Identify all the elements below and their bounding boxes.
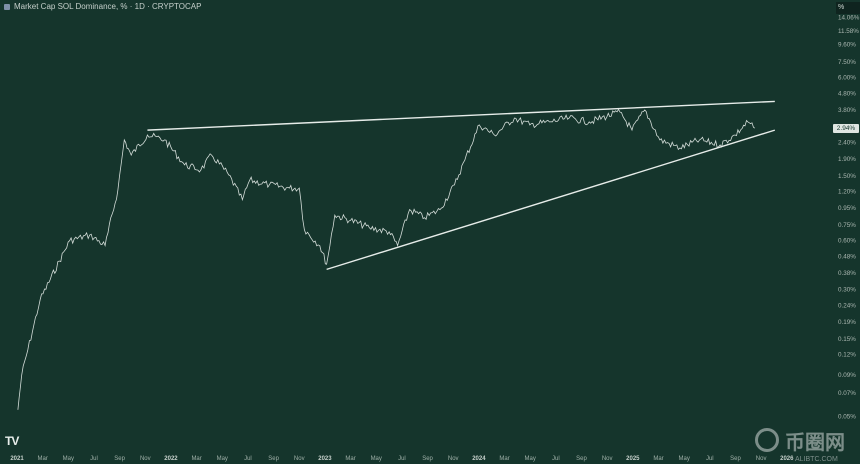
x-tick-label: May xyxy=(63,456,74,462)
axis-unit-button[interactable]: % xyxy=(836,2,860,14)
y-tick-label: 1.50% xyxy=(838,173,856,180)
x-tick-label: Mar xyxy=(653,456,663,462)
x-tick-label: Mar xyxy=(191,456,201,462)
current-value-label: 2.94% xyxy=(833,124,859,133)
watermark-url: ALIBTC.COM xyxy=(795,456,838,463)
price-series-line xyxy=(17,108,755,410)
x-tick-label: Nov xyxy=(448,456,459,462)
y-tick-label: 0.05% xyxy=(838,414,856,421)
x-tick-label: Sep xyxy=(576,456,587,462)
x-tick-label: Mar xyxy=(499,456,509,462)
y-tick-label: 11.58% xyxy=(838,28,859,35)
x-tick-label: Nov xyxy=(602,456,613,462)
x-tick-label: Jul xyxy=(90,456,98,462)
y-tick-label: 3.80% xyxy=(838,107,856,114)
y-tick-label: 0.12% xyxy=(838,352,856,359)
x-tick-label: Jul xyxy=(398,456,406,462)
y-tick-label: 0.09% xyxy=(838,372,856,379)
x-tick-label: Nov xyxy=(756,456,767,462)
x-tick-label: 2026 xyxy=(780,456,794,462)
y-tick-label: 0.19% xyxy=(838,319,856,326)
x-tick-label: May xyxy=(371,456,382,462)
y-tick-label: 0.75% xyxy=(838,222,856,229)
y-tick-label: 0.07% xyxy=(838,390,856,397)
y-tick-label: 0.15% xyxy=(838,336,856,343)
lower-trendline xyxy=(326,129,776,271)
y-tick-label: 0.24% xyxy=(838,303,856,310)
upper-trendline xyxy=(147,100,775,131)
watermark-logo-icon xyxy=(755,428,779,452)
x-tick-label: Sep xyxy=(730,456,741,462)
x-tick-label: Sep xyxy=(422,456,433,462)
y-tick-label: 4.80% xyxy=(838,90,856,97)
x-tick-label: 2023 xyxy=(318,456,332,462)
x-tick-label: Nov xyxy=(294,456,305,462)
chart-title-text: Market Cap SOL Dominance, % · 1D · CRYPT… xyxy=(14,2,202,11)
y-tick-label: 0.38% xyxy=(838,270,856,277)
x-tick-label: Jul xyxy=(706,456,714,462)
y-tick-label: 1.90% xyxy=(838,156,856,163)
x-tick-label: 2024 xyxy=(472,456,486,462)
x-tick-label: May xyxy=(217,456,228,462)
y-tick-label: 1.20% xyxy=(838,189,856,196)
x-tick-label: Nov xyxy=(140,456,151,462)
x-tick-label: May xyxy=(678,456,689,462)
x-tick-label: May xyxy=(525,456,536,462)
x-tick-label: Mar xyxy=(345,456,355,462)
y-tick-label: 0.95% xyxy=(838,205,856,212)
chart-title: Market Cap SOL Dominance, % · 1D · CRYPT… xyxy=(4,2,201,11)
y-tick-label: 0.48% xyxy=(838,253,856,260)
watermark-text: 币圈网 xyxy=(785,432,845,454)
x-tick-label: Sep xyxy=(268,456,279,462)
y-tick-label: 0.60% xyxy=(838,238,856,245)
x-tick-label: Mar xyxy=(37,456,47,462)
y-tick-label: 9.60% xyxy=(838,41,856,48)
x-tick-label: Jul xyxy=(244,456,252,462)
x-tick-label: Jul xyxy=(552,456,560,462)
x-tick-label: 2021 xyxy=(10,456,24,462)
tradingview-logo[interactable]: TV xyxy=(5,434,19,448)
y-tick-label: 2.40% xyxy=(838,140,856,147)
x-tick-label: Sep xyxy=(114,456,125,462)
symbol-icon xyxy=(4,3,10,10)
y-tick-label: 0.30% xyxy=(838,287,856,294)
x-tick-label: 2022 xyxy=(164,456,178,462)
x-tick-label: 2025 xyxy=(626,456,640,462)
y-tick-label: 14.06% xyxy=(838,14,860,21)
y-tick-label: 7.50% xyxy=(838,59,856,66)
y-tick-label: 6.00% xyxy=(838,75,856,82)
